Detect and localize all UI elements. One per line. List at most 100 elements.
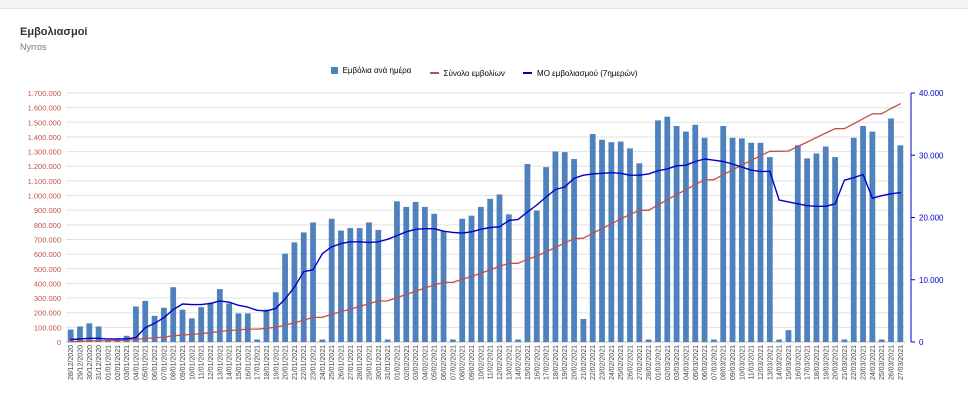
seven-day-average-point — [209, 302, 212, 305]
cumulative-total-point — [731, 169, 734, 171]
seven-day-average-point — [545, 196, 547, 198]
seven-day-average-point — [275, 307, 277, 309]
cumulative-total-point — [228, 329, 230, 332]
seven-day-average-point — [601, 172, 603, 174]
seven-day-average-point — [181, 303, 184, 305]
x-axis-tick-label: 08/01/2021 — [171, 345, 178, 380]
x-axis-tick-label: 03/01/2021 — [124, 345, 131, 380]
cumulative-total-point — [601, 227, 603, 230]
x-axis-tick-label: 09/02/2021 — [469, 345, 476, 380]
seven-day-average-point — [666, 168, 668, 170]
cumulative-total-point — [349, 308, 351, 310]
left-axis-tick-label: 1.400.000 — [28, 133, 61, 142]
cumulative-total-point — [98, 339, 100, 342]
daily-vaccination-bar — [95, 326, 102, 342]
seven-day-average-point — [778, 199, 780, 201]
seven-day-average-point — [881, 195, 883, 197]
cumulative-total-point — [638, 209, 640, 211]
cumulative-total-point — [629, 213, 631, 216]
seven-day-average-point — [461, 232, 463, 234]
legend-item-daily[interactable]: Εμβόλια ανά ημέρα — [330, 66, 411, 75]
cumulative-total-point — [666, 199, 668, 201]
x-axis-tick-label: 08/03/2021 — [721, 345, 728, 380]
daily-vaccination-bar — [235, 313, 242, 342]
daily-vaccination-bar — [552, 151, 559, 342]
daily-vaccination-bar — [412, 201, 419, 342]
daily-vaccination-bar — [338, 230, 344, 342]
cumulative-total-point — [153, 337, 156, 339]
daily-vaccination-bar — [533, 210, 540, 342]
cumulative-total-point — [592, 232, 594, 234]
x-axis-tick-label: 04/03/2021 — [683, 345, 690, 380]
left-axis-tick-label: 200.000 — [34, 309, 61, 318]
cumulative-total-point — [331, 313, 333, 316]
seven-day-average-point — [564, 186, 566, 188]
legend-item-average[interactable]: ΜΟ εμβολιασμού (7ημερών) — [523, 69, 637, 78]
cumulative-total-point — [414, 290, 417, 292]
daily-vaccination-bar — [860, 125, 866, 343]
daily-vaccination-bar — [645, 339, 652, 342]
seven-day-average-point — [899, 192, 901, 194]
daily-vaccination-bar — [897, 145, 904, 342]
left-axis-tick-label: 1.100.000 — [28, 177, 61, 186]
seven-day-average-point — [713, 159, 715, 161]
x-axis-tick-label: 28/01/2021 — [357, 345, 364, 380]
x-axis-tick-label: 27/03/2021 — [898, 345, 905, 380]
x-axis-tick-label: 10/03/2021 — [739, 345, 746, 380]
seven-day-average-point — [722, 160, 724, 163]
seven-day-average-point — [517, 218, 519, 220]
cumulative-total-point — [694, 184, 696, 186]
cumulative-total-point — [834, 128, 836, 130]
x-axis-tick-label: 15/02/2021 — [525, 345, 532, 380]
cumulative-total-point — [871, 113, 873, 115]
seven-day-average-point — [424, 228, 426, 230]
cumulative-total-point — [750, 159, 752, 161]
seven-day-average-point — [731, 163, 734, 165]
x-axis-tick-label: 16/01/2021 — [245, 345, 252, 380]
daily-vaccination-bar — [543, 167, 549, 342]
chart-legend: Εμβόλια ανά ημέρα Σύνολο εμβολίων ΜΟ εμβ… — [0, 66, 968, 78]
seven-day-average-point — [70, 338, 72, 341]
seven-day-average-point — [769, 170, 771, 173]
x-axis-tick-label: 06/02/2021 — [441, 345, 448, 380]
x-axis-tick-label: 19/03/2021 — [823, 345, 830, 380]
cumulative-total-point — [424, 287, 426, 289]
x-axis-tick-label: 24/01/2021 — [320, 345, 327, 380]
daily-vaccination-bar — [850, 137, 857, 342]
daily-vaccination-bar — [160, 307, 167, 342]
left-axis-tick-label: 100.000 — [34, 323, 61, 332]
x-axis-tick-label: 25/02/2021 — [618, 345, 625, 380]
daily-vaccination-bar — [207, 302, 214, 342]
daily-vaccination-bar — [291, 242, 298, 342]
cumulative-total-point — [470, 275, 473, 278]
x-axis-tick-label: 18/01/2021 — [264, 345, 271, 380]
cumulative-total-point — [582, 237, 584, 239]
cumulative-total-point — [144, 337, 146, 340]
cumulative-total-point — [526, 258, 529, 260]
seven-day-average-point — [648, 173, 650, 175]
daily-vaccination-bar — [748, 142, 755, 342]
x-axis-tick-label: 13/01/2021 — [217, 345, 224, 380]
daily-vaccination-bar — [804, 158, 811, 342]
x-axis-tick-label: 16/02/2021 — [534, 345, 541, 380]
cumulative-total-point — [722, 174, 724, 176]
daily-vaccination-bar — [77, 326, 83, 342]
cumulative-total-point — [275, 326, 277, 328]
daily-vaccination-bar — [254, 339, 260, 342]
x-axis-tick-label: 04/02/2021 — [422, 345, 429, 380]
legend-item-cumulative[interactable]: Σύνολο εμβολίων — [429, 69, 505, 78]
daily-vaccination-bar — [449, 339, 456, 342]
daily-vaccination-bar — [151, 315, 158, 342]
seven-day-average-point — [676, 165, 678, 167]
seven-day-average-point — [396, 234, 398, 237]
left-axis-tick-label: 800.000 — [34, 221, 61, 230]
cumulative-total-point — [265, 327, 268, 329]
seven-day-average-point — [265, 310, 268, 312]
cumulative-total-point — [461, 278, 463, 280]
seven-day-average-point — [862, 173, 864, 176]
x-axis-tick-label: 21/01/2021 — [292, 345, 299, 380]
cumulative-total-point — [881, 113, 883, 115]
cumulative-total-point — [88, 340, 90, 342]
cumulative-total-point — [517, 262, 519, 264]
cumulative-total-point — [405, 293, 407, 296]
